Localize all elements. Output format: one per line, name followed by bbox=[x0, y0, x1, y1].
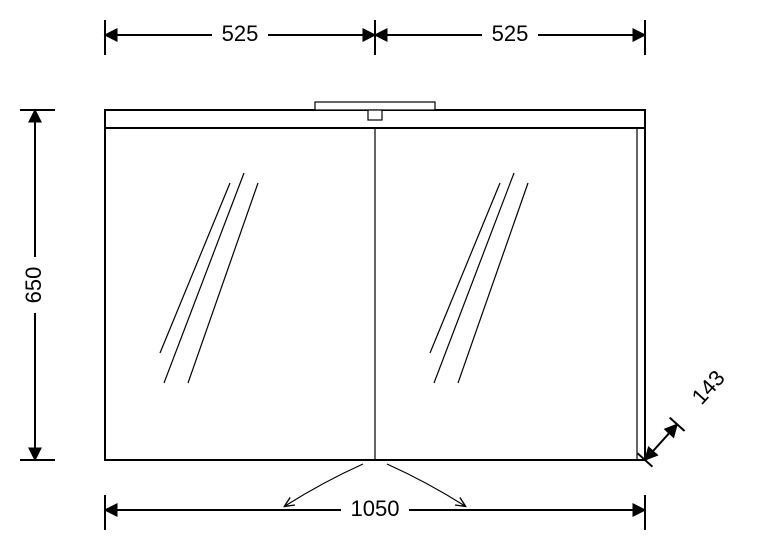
dim-top-right: 525 bbox=[492, 21, 529, 46]
dim-depth: 143 bbox=[687, 365, 730, 409]
cabinet-drawing: 525 525 650 1050 143 bbox=[0, 0, 760, 553]
dim-top-left: 525 bbox=[222, 21, 259, 46]
dim-depth-group: 143 bbox=[634, 365, 729, 467]
dim-bottom: 1050 bbox=[351, 496, 400, 521]
cabinet bbox=[105, 102, 645, 506]
dim-left: 650 bbox=[21, 267, 46, 304]
